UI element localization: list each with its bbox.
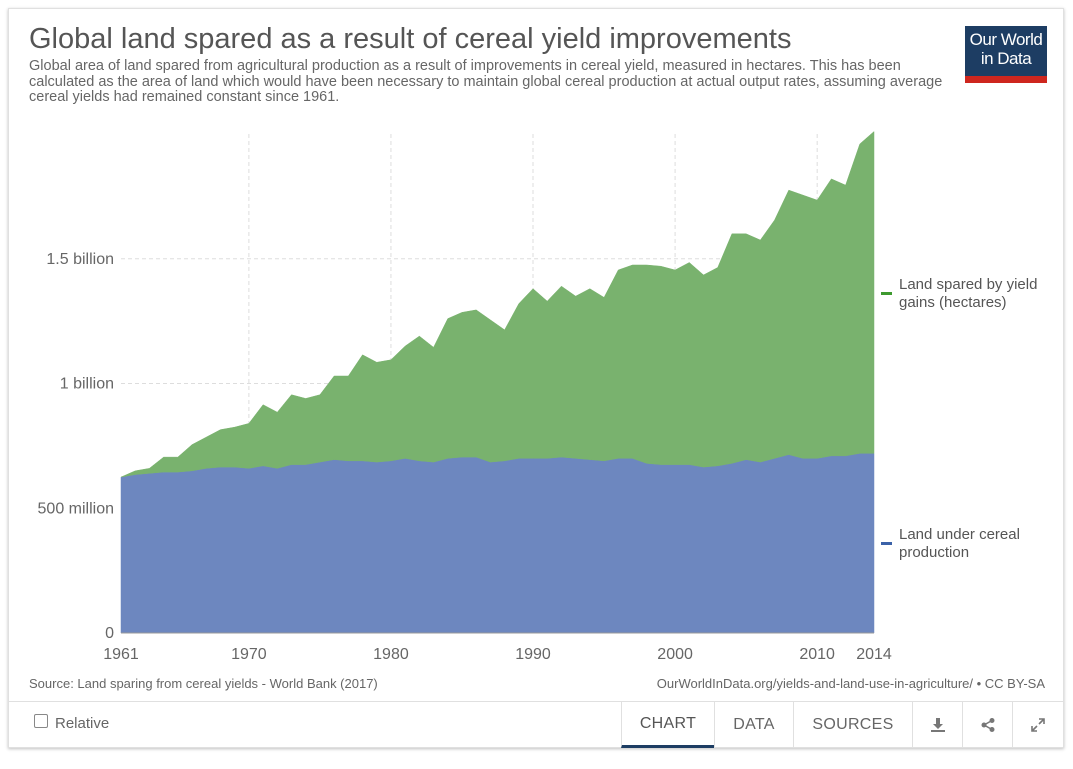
logo-line-2: in Data <box>980 49 1032 68</box>
expand-icon <box>1031 718 1045 732</box>
legend-swatch <box>881 542 892 545</box>
x-tick-label: 1970 <box>231 646 267 663</box>
tab-sources[interactable]: SOURCES <box>793 702 912 748</box>
legend-label-line: Land spared by yield <box>899 276 1037 293</box>
legend-swatch <box>881 292 892 295</box>
x-tick-label: 1980 <box>373 646 409 663</box>
x-tick-label: 2014 <box>856 646 892 663</box>
share-button[interactable] <box>962 702 1012 748</box>
legend-label: Land spared by yield gains (hectares) <box>899 276 1037 311</box>
fullscreen-button[interactable] <box>1012 702 1063 748</box>
legend-label-line: gains (hectares) <box>899 294 1007 311</box>
download-icon <box>930 718 945 732</box>
tab-chart[interactable]: CHART <box>621 702 714 748</box>
logo-line-1: Our World <box>969 30 1043 49</box>
y-tick-label: 1.5 billion <box>46 251 114 268</box>
chart-subtitle: Global area of land spared from agricult… <box>29 58 943 105</box>
source-url[interactable]: OurWorldInData.org/yields-and-land-use-i… <box>656 676 1045 691</box>
legend-label: Land under cereal production <box>899 526 1020 561</box>
area-chart: 0 500 million 1 billion 1.5 billion 1961 1970… <box>38 130 1037 663</box>
y-tick-label: 500 million <box>38 500 114 517</box>
chart-card: Global land spared as a result of cereal… <box>8 8 1064 748</box>
chart-controls: Relative CHART DATA SOURCES <box>9 701 1063 748</box>
share-icon <box>981 718 994 732</box>
x-tick-label: 1961 <box>103 646 139 663</box>
tab-data[interactable]: DATA <box>714 702 793 748</box>
area-series-1 <box>120 130 875 478</box>
legend-label-line: Land under cereal <box>899 526 1020 543</box>
x-tick-label: 2000 <box>657 646 693 663</box>
owid-logo[interactable]: Our World in Data <box>965 26 1047 83</box>
source-note[interactable]: Source: Land sparing from cereal yields … <box>29 676 378 691</box>
relative-label: Relative <box>55 715 110 732</box>
y-tick-label: 1 billion <box>60 376 114 393</box>
logo-accent-bar <box>965 76 1047 83</box>
relative-toggle[interactable]: Relative <box>34 713 110 732</box>
x-tick-label: 1990 <box>515 646 551 663</box>
chart-title: Global land spared as a result of cereal… <box>29 23 792 55</box>
legend-label-line: production <box>899 544 969 561</box>
area-series-0 <box>120 453 875 634</box>
download-button[interactable] <box>912 702 962 748</box>
x-tick-label: 2010 <box>799 646 835 663</box>
y-tick-label: 0 <box>105 625 114 642</box>
relative-checkbox[interactable] <box>34 713 48 728</box>
